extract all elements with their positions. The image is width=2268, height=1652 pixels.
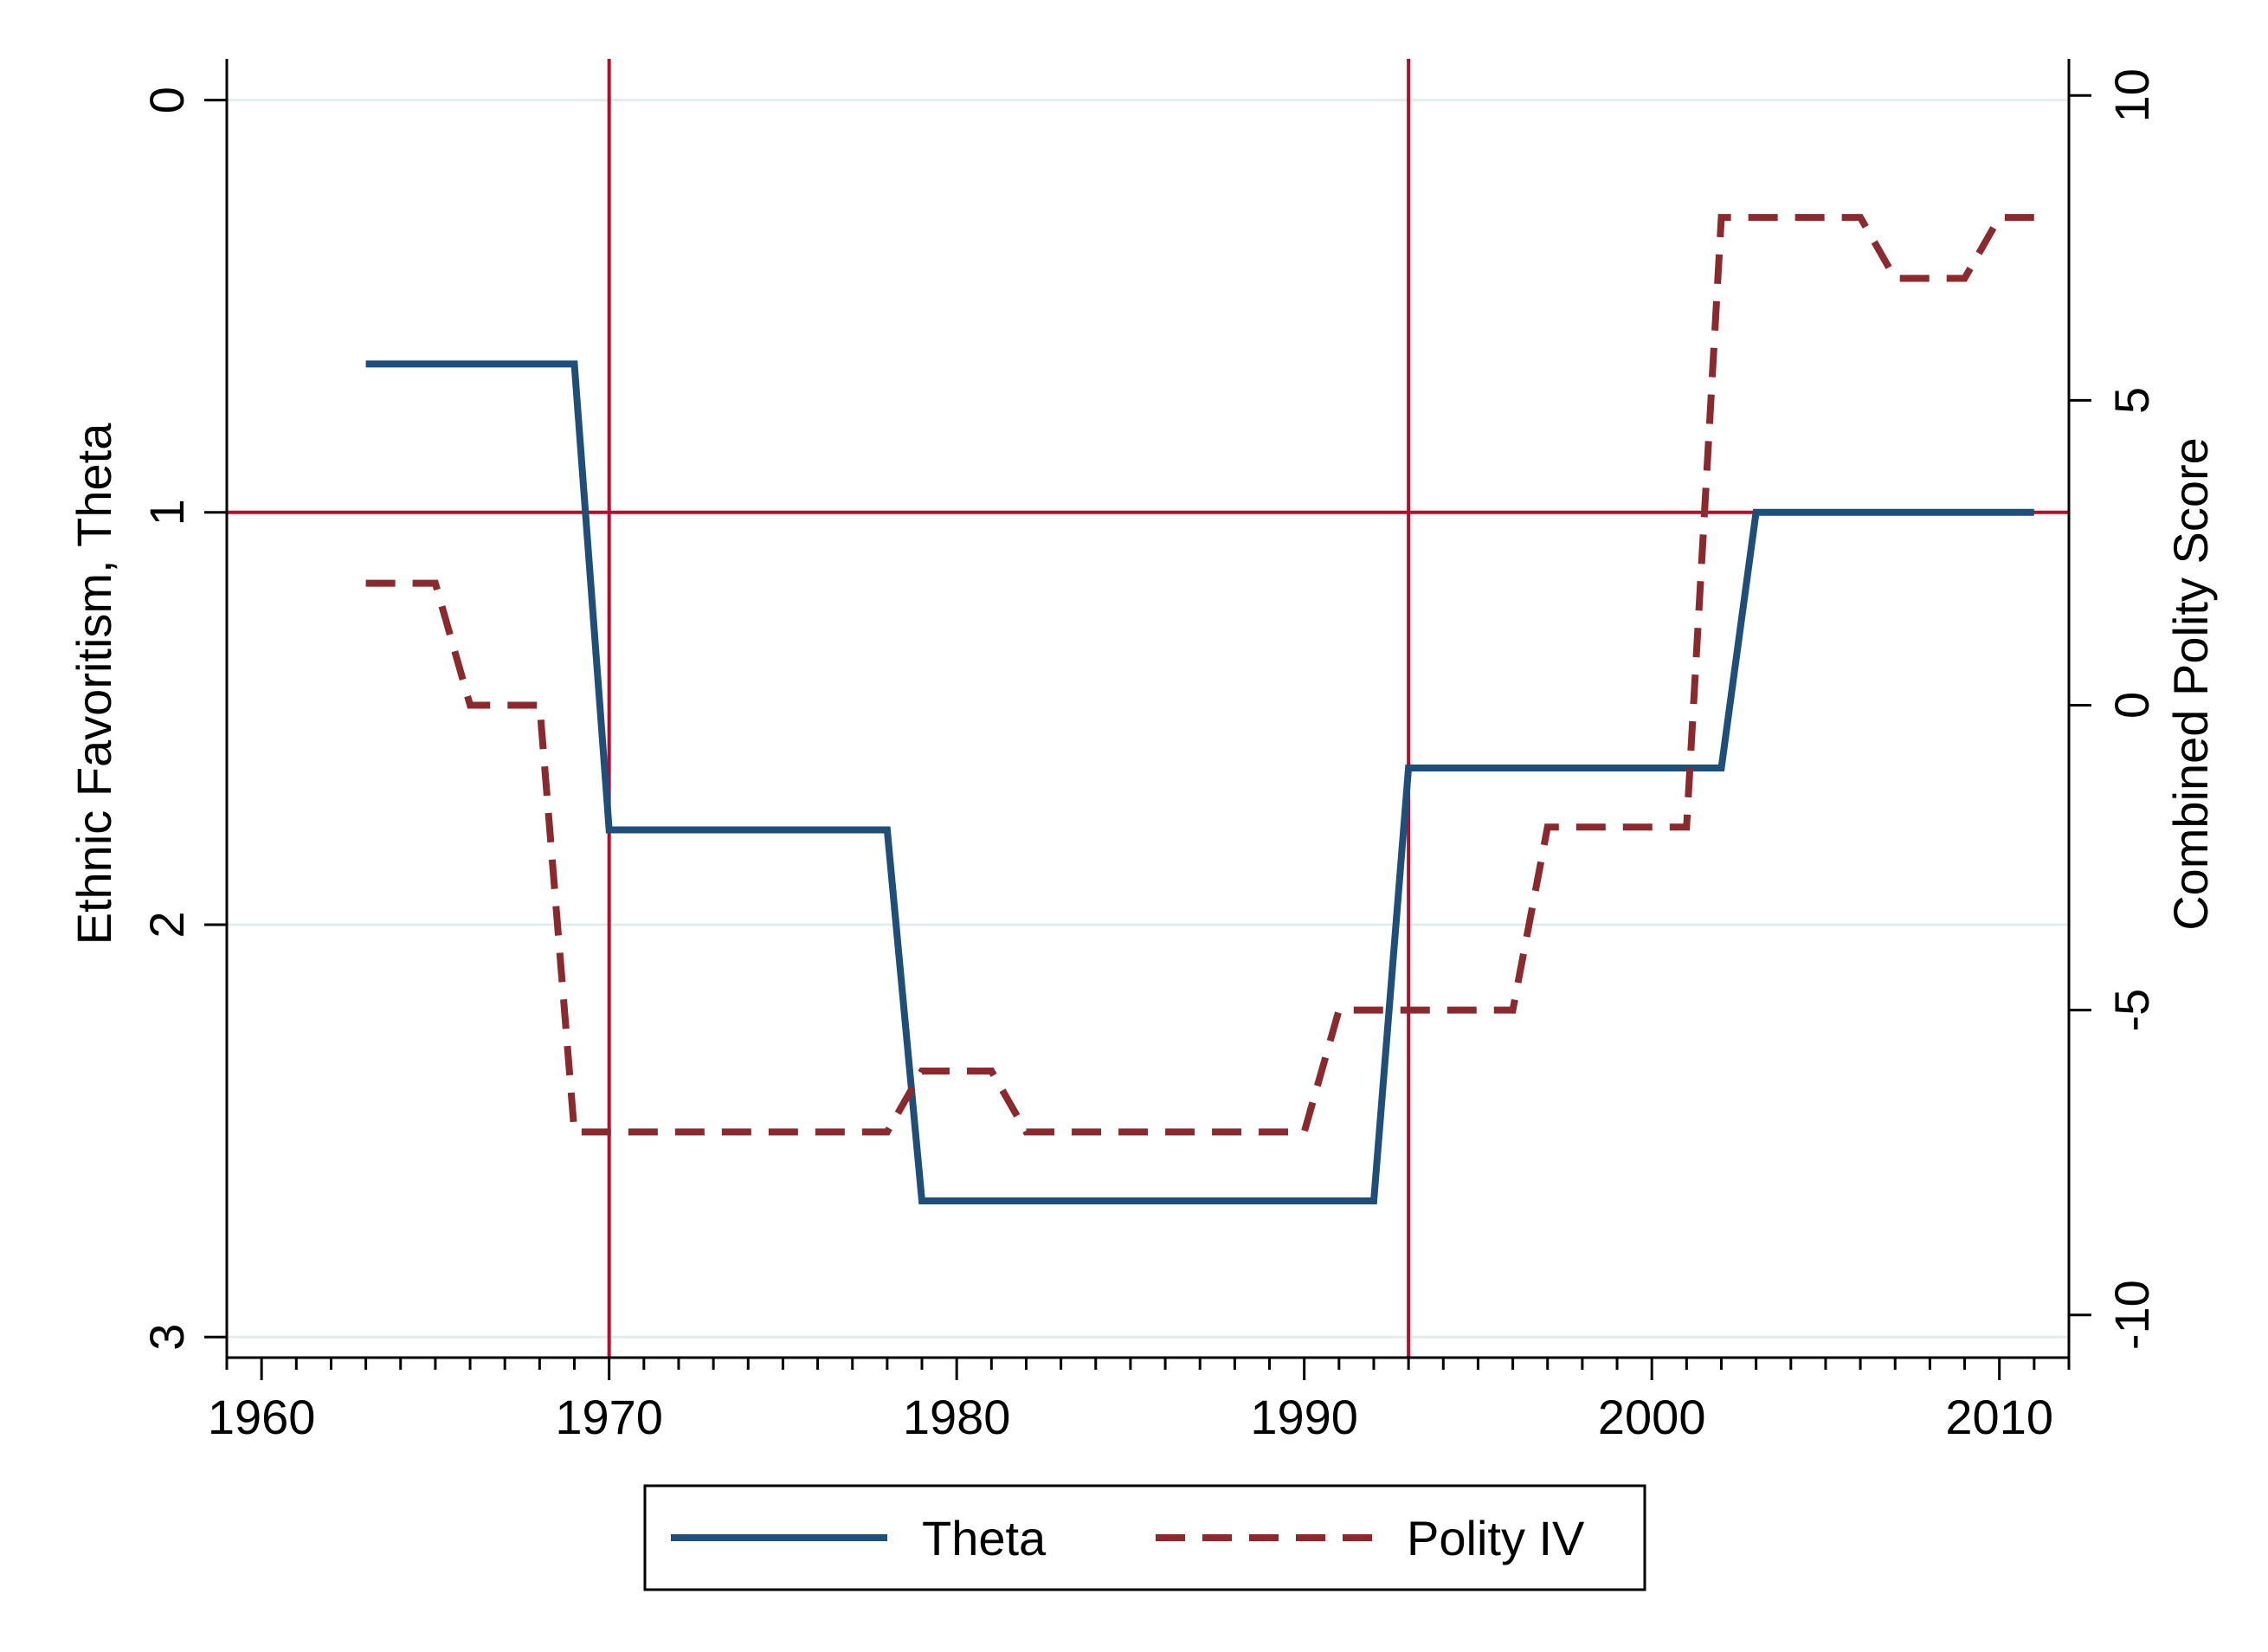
x-tick-label-2010: 2010 (1945, 1390, 2053, 1444)
y-axis-left-label: Ethnic Favoritism, Theta (67, 423, 121, 945)
y-right-tick-label-10: 10 (2104, 68, 2159, 122)
legend: Theta Polity IV (643, 1484, 1646, 1591)
legend-label-polity: Polity IV (1407, 1511, 1585, 1565)
series-lines (365, 214, 2034, 1204)
y-left-tick-label-1: 1 (139, 499, 194, 526)
x-tick-label-1970: 1970 (555, 1390, 663, 1444)
y-right-tick-label--5: -5 (2104, 989, 2159, 1032)
grid-lines (227, 99, 2069, 1339)
y-left-tick-label-0: 0 (139, 87, 194, 113)
y-left-tick-label-2: 2 (139, 911, 194, 938)
tick-marks-and-labels: 1960 1970 1980 1990 2000 2010 0 1 2 3 10 5 0 -5 -10 (139, 68, 2159, 1444)
reference-lines (227, 59, 2069, 1358)
series-line-polity-iv (365, 214, 2034, 1136)
y-left-tick-label-3: 3 (139, 1324, 194, 1351)
x-tick-label-1980: 1980 (903, 1390, 1011, 1444)
x-tick-label-1990: 1990 (1250, 1390, 1358, 1444)
y-right-tick-label-5: 5 (2104, 387, 2159, 414)
y-right-tick-label-0: 0 (2104, 692, 2159, 719)
legend-label-theta: Theta (922, 1511, 1047, 1565)
x-tick-label-1960: 1960 (208, 1390, 316, 1444)
x-tick-label-2000: 2000 (1598, 1390, 1706, 1444)
series-line-theta (365, 360, 2034, 1204)
y-axis-right-label: Combined Polity Score (2163, 437, 2218, 931)
y-right-tick-label--10: -10 (2104, 1280, 2159, 1350)
axes (225, 59, 2071, 1359)
